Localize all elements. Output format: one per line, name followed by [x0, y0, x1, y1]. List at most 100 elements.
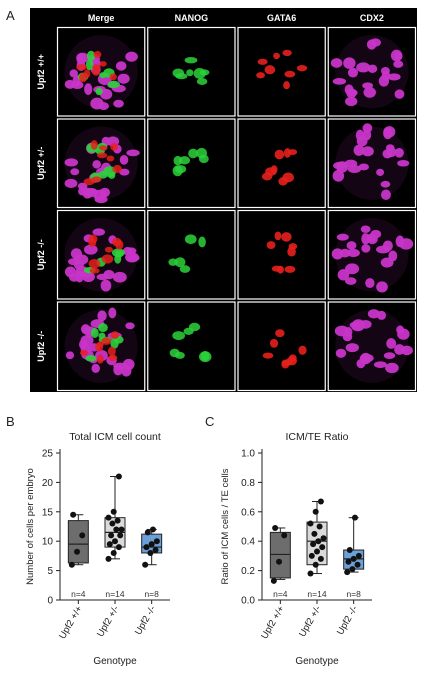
n-label: n=4 [273, 589, 288, 599]
cell-nucleus [64, 178, 78, 189]
cell-nucleus [70, 248, 83, 260]
cell-nucleus [270, 165, 278, 174]
data-point [350, 555, 357, 562]
data-point [143, 544, 150, 551]
cell-nucleus [96, 152, 108, 159]
cell-nucleus [107, 346, 116, 356]
cell-nucleus [298, 345, 307, 355]
cell-nucleus [390, 49, 403, 62]
cell-nucleus [85, 59, 94, 71]
micrograph-panel [147, 301, 236, 392]
cell-nucleus [288, 149, 298, 155]
cell-nucleus [269, 338, 279, 348]
cell-nucleus [188, 148, 199, 159]
cell-nucleus [349, 321, 364, 329]
cell-nucleus [112, 271, 127, 283]
cell-nucleus [84, 83, 93, 96]
cell-nucleus [397, 328, 410, 340]
cell-nucleus [100, 279, 112, 292]
data-point [106, 541, 113, 548]
cell-nucleus [103, 269, 115, 280]
data-point [152, 547, 159, 554]
cell-nucleus [112, 165, 123, 173]
data-point [314, 548, 320, 555]
data-point [312, 508, 319, 515]
y-tick-label: 20 [42, 478, 54, 489]
row-label: Upf2 -/- [36, 239, 46, 270]
cell-nucleus [271, 265, 282, 272]
y-tick-label: 0.6 [241, 507, 255, 518]
cell-nucleus [193, 67, 206, 79]
cell-nucleus [346, 88, 357, 99]
micrograph-panel [147, 118, 236, 209]
figure-panel-a: Merge NANOG GATA6 CDX2 Upf2 +/+ Upf2 +/- Upf2 … [30, 8, 417, 392]
cell-nucleus [98, 332, 106, 340]
micrograph-panel [237, 26, 326, 117]
data-point [105, 514, 112, 521]
n-label: n=14 [105, 589, 124, 599]
cell-nucleus [90, 327, 99, 338]
y-tick-label: 5 [47, 566, 53, 577]
cell-nucleus [282, 172, 294, 183]
x-category-label: Upf2 +/+ [57, 604, 85, 641]
data-point [307, 570, 314, 577]
y-tick-label: 1.0 [241, 449, 255, 460]
cell-nucleus [274, 231, 282, 241]
cell-nucleus [275, 329, 285, 338]
cell-nucleus [183, 327, 194, 335]
cell-nucleus [78, 187, 87, 196]
data-point [310, 541, 317, 548]
cell-nucleus [336, 233, 349, 241]
cell-nucleus [83, 178, 95, 186]
cell-nucleus [98, 323, 108, 333]
data-point [319, 544, 326, 551]
cell-nucleus [284, 70, 296, 78]
cell-nucleus [346, 241, 357, 250]
data-point [270, 577, 277, 584]
data-point [110, 549, 117, 556]
cell-nucleus [332, 169, 345, 182]
cell-nucleus [345, 277, 357, 285]
cell-nucleus [273, 52, 280, 60]
cell-nucleus [376, 245, 391, 254]
cell-nucleus [262, 352, 274, 359]
cell-nucleus [198, 154, 209, 164]
cell-nucleus [115, 250, 124, 258]
cell-nucleus [370, 38, 382, 47]
cell-nucleus [335, 348, 347, 358]
cell-nucleus [79, 72, 88, 83]
cell-nucleus [174, 257, 186, 268]
micrograph-panel [237, 301, 326, 392]
data-point [349, 566, 356, 573]
micrograph-panel [147, 209, 236, 300]
x-axis-label: Genotype [295, 656, 339, 667]
cell-nucleus [98, 170, 108, 179]
cell-nucleus [172, 165, 183, 177]
data-point [142, 561, 149, 568]
cell-nucleus [394, 89, 405, 99]
data-point [351, 514, 358, 521]
cell-nucleus [93, 51, 102, 59]
cell-nucleus [385, 144, 395, 152]
cell-nucleus [287, 246, 296, 257]
cell-nucleus [90, 140, 98, 150]
cell-nucleus [101, 254, 114, 264]
data-point [108, 532, 115, 539]
data-point [147, 549, 154, 556]
data-point [308, 552, 315, 559]
cell-nucleus [110, 143, 118, 151]
data-point [315, 538, 322, 545]
cell-nucleus [186, 69, 194, 77]
cell-nucleus [360, 225, 371, 233]
n-label: n=4 [71, 589, 86, 599]
chart-title: Total ICM cell count [69, 431, 161, 443]
micrograph-panel [147, 26, 236, 117]
cell-nucleus [284, 265, 296, 273]
y-tick-label: 0.0 [241, 596, 255, 607]
cell-nucleus [76, 64, 88, 71]
n-label: n=8 [144, 589, 159, 599]
micrograph-panel [237, 209, 326, 300]
cell-nucleus [376, 168, 385, 177]
cell-nucleus [83, 244, 98, 255]
cell-nucleus [125, 322, 135, 330]
